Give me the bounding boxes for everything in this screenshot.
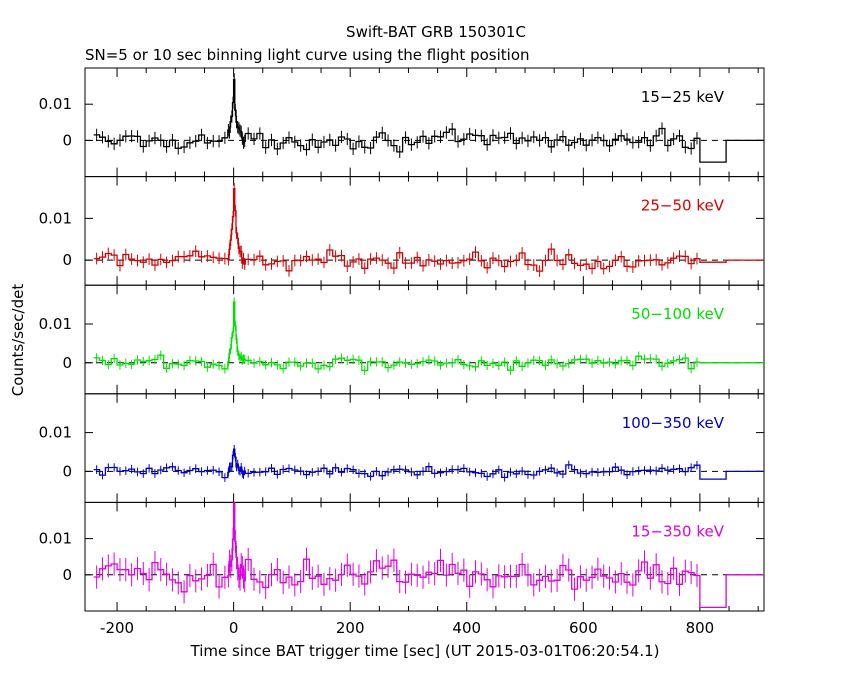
panel-2: 0 0.01 25−50 keV (39, 176, 765, 286)
x-tick-label: 800 (686, 619, 715, 637)
chart-title: Swift-BAT GRB 150301C (346, 23, 526, 41)
y-tick-label: 0.01 (39, 424, 72, 442)
series-50-100-keV (93, 297, 764, 376)
series-15-350-keV (93, 502, 764, 609)
series-15-25-keV (93, 73, 764, 163)
x-tick-label: 0 (229, 619, 239, 637)
y-tick-label: 0 (62, 462, 72, 480)
chart-subtitle: SN=5 or 10 sec binning light curve using… (85, 46, 530, 64)
series-25-50-keV (93, 182, 764, 277)
panel-frame (84, 284, 765, 395)
x-axis-label: Time since BAT trigger time [sec] (UT 20… (190, 642, 660, 660)
light-curve-line (93, 187, 764, 272)
panel-4: 0 0.01 100−350 keV (39, 393, 765, 503)
y-tick-label: 0.01 (39, 209, 72, 227)
y-tick-label: 0 (62, 131, 72, 149)
panel-frame (84, 67, 765, 178)
y-tick-label: 0 (62, 251, 72, 269)
x-tick-label: 200 (336, 619, 365, 637)
light-curve-line (93, 502, 764, 609)
y-tick-label: 0 (62, 354, 72, 372)
energy-band-label: 100−350 keV (622, 414, 725, 432)
energy-band-label: 15−25 keV (641, 88, 725, 106)
x-tick-label: 400 (452, 619, 481, 637)
x-tick-label: -200 (100, 619, 134, 637)
light-curve-line (93, 301, 764, 372)
panel-5: 0 0.01 15−350 keV (39, 501, 765, 612)
panel-frame (84, 393, 765, 503)
y-axis-label: Counts/sec/det (9, 284, 27, 397)
y-tick-label: 0.01 (39, 95, 72, 113)
panels-group: 0 0.01 15−25 keV 0 0.01 25−50 keV 0 0.01 50−100 … (39, 67, 765, 637)
energy-band-label: 15−350 keV (631, 522, 724, 540)
energy-band-label: 25−50 keV (641, 197, 725, 215)
series-100-350-keV (93, 444, 764, 482)
panel-3: 0 0.01 50−100 keV (39, 284, 765, 395)
y-tick-label: 0.01 (39, 315, 72, 333)
energy-band-label: 50−100 keV (631, 305, 724, 323)
y-tick-label: 0.01 (39, 530, 72, 548)
x-tick-label: 600 (569, 619, 598, 637)
y-tick-label: 0 (62, 566, 72, 584)
light-curve-line (93, 78, 764, 163)
panel-1: 0 0.01 15−25 keV (39, 67, 765, 178)
panel-frame (84, 501, 765, 612)
light-curve-line (93, 448, 764, 480)
